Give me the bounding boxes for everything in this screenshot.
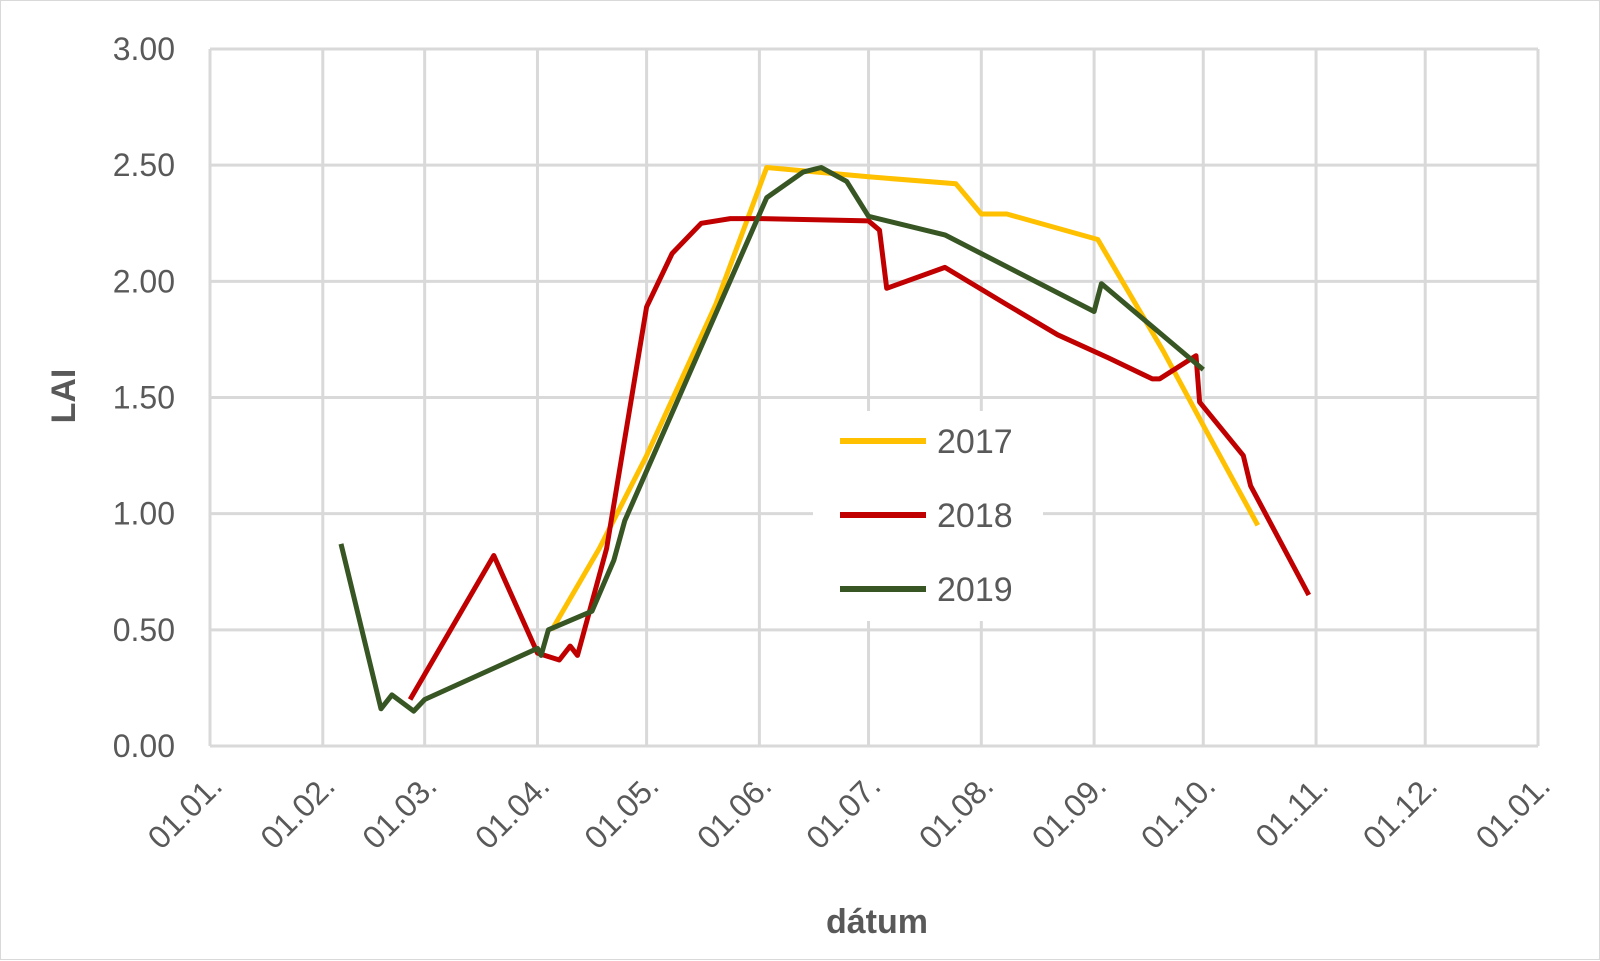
x-tick-label: 01.01. xyxy=(141,767,229,855)
series-line-2019 xyxy=(338,165,1205,714)
x-tick-label: 01.01. xyxy=(1469,767,1557,855)
y-axis-title: LAI xyxy=(45,369,83,424)
legend-label-2019: 2019 xyxy=(937,571,1013,609)
x-tick-label: 01.12. xyxy=(1356,767,1444,855)
x-tick-label: 01.08. xyxy=(912,767,1000,855)
y-tick-label: 2.50 xyxy=(113,147,175,183)
x-tick-label: 01.02. xyxy=(253,767,341,855)
series-line-2017 xyxy=(549,165,1260,632)
y-axis-tick-labels: 0.00 0.50 1.00 1.50 2.00 2.50 3.00 xyxy=(113,31,175,764)
y-tick-label: 0.00 xyxy=(113,728,175,764)
x-tick-label: 01.07. xyxy=(799,767,887,855)
x-tick-label: 01.04. xyxy=(468,767,556,855)
x-axis-title: dátum xyxy=(826,903,928,941)
legend-label-2017: 2017 xyxy=(937,423,1013,461)
x-tick-label: 01.03. xyxy=(355,767,443,855)
legend: 2017 2018 2019 xyxy=(813,411,1043,621)
y-tick-label: 2.00 xyxy=(113,263,175,299)
x-axis-tick-labels: 01.01. 01.02. 01.03. 01.04. 01.05. 01.06. 01.0… xyxy=(141,767,1557,855)
grid xyxy=(208,47,1540,748)
x-tick-label: 01.10. xyxy=(1134,767,1222,855)
legend-label-2018: 2018 xyxy=(937,497,1013,535)
y-tick-label: 1.00 xyxy=(113,496,175,532)
x-tick-label: 01.06. xyxy=(690,767,778,855)
x-tick-label: 01.05. xyxy=(577,767,665,855)
x-tick-label: 01.11. xyxy=(1248,767,1335,854)
series-lines xyxy=(338,165,1312,714)
x-tick-label: 01.09. xyxy=(1025,767,1113,855)
y-tick-label: 1.50 xyxy=(113,380,175,416)
y-tick-label: 0.50 xyxy=(113,612,175,648)
y-tick-label: 3.00 xyxy=(113,31,175,67)
